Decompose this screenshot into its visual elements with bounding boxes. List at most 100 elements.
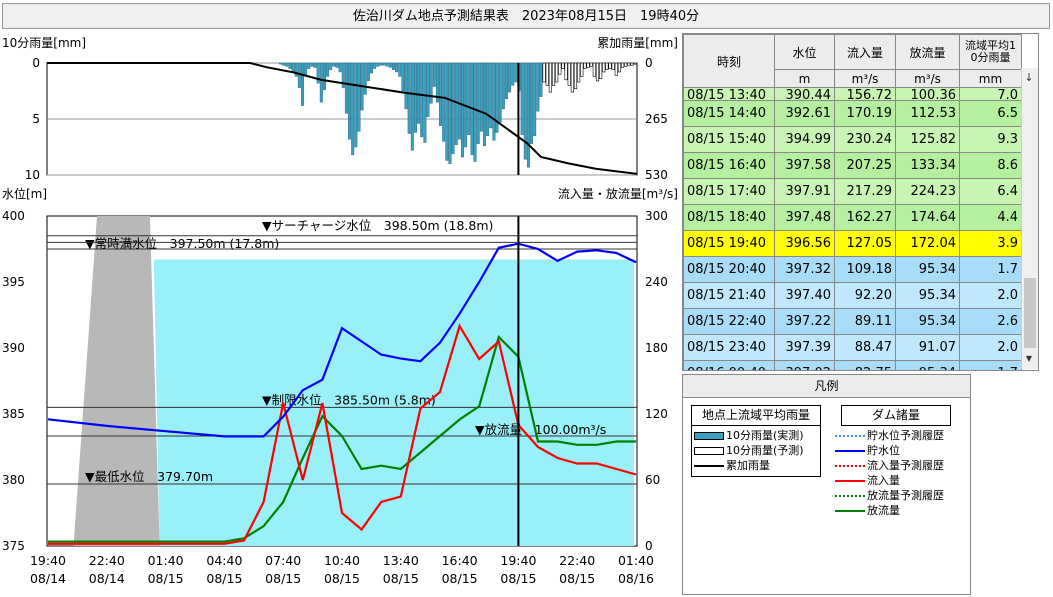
rain-bar-actual: [301, 62, 304, 106]
cumulative-rain-line: [47, 62, 638, 175]
cell-time: 08/15 22:40: [683, 308, 775, 335]
legend-inflow-history-label: 流入量予測履歴: [867, 459, 944, 472]
rain-bar-forecast: [570, 62, 574, 93]
legend-outflow: 放流量: [835, 503, 955, 518]
unit-level: m: [774, 69, 835, 88]
legend-outflow-label: 放流量: [867, 504, 900, 517]
table-row[interactable]: 08/15 19:40 396.56 127.05 172.04 3.9: [683, 230, 1022, 257]
cell-time: 08/15 17:40: [683, 178, 775, 205]
page-title: 佐治川ダム地点予測結果表 2023年08月15日 19時40分: [2, 3, 1050, 29]
rain-bar-actual: [461, 62, 464, 158]
legend-swatch-outflow: [835, 509, 865, 512]
x-tick-date-label: 08/15: [206, 571, 242, 586]
cell-inflow: 109.18: [834, 256, 896, 283]
scroll-down-arrow-icon[interactable]: ↓: [1024, 71, 1034, 84]
unit-outflow: m³/s: [895, 69, 960, 88]
x-tick-date-label: 08/15: [442, 571, 478, 586]
rain-bar-actual: [445, 62, 449, 161]
table-row[interactable]: 08/15 20:40 397.32 109.18 95.34 1.7: [683, 256, 1022, 283]
rain-bar-actual: [413, 62, 417, 133]
rain-bar-actual: [489, 62, 493, 129]
rain-bar-forecast: [558, 62, 562, 75]
table-row[interactable]: 08/15 23:40 397.39 88.47 91.07 2.0: [683, 334, 1022, 361]
cell-time: 08/15 15:40: [683, 126, 775, 153]
reference-line-label: ▼最低水位 379.70m: [85, 469, 213, 484]
rain-bar-actual: [351, 62, 355, 156]
cell-outflow: 95.34: [895, 360, 960, 370]
rain-bar-forecast: [605, 62, 609, 71]
x-tick-date-label: 08/16: [618, 571, 654, 586]
table-row[interactable]: 08/15 14:40 392.61 170.19 112.53 6.5: [683, 100, 1022, 127]
cell-level: 392.61: [774, 100, 835, 127]
rain-bar-actual: [432, 62, 436, 87]
scroll-bottom-arrow-icon[interactable]: ▼: [1025, 354, 1033, 363]
table-row[interactable]: 08/15 17:40 397.91 217.29 224.23 6.4: [683, 178, 1022, 205]
legend-dam-group: ダム諸量 貯水位予測履歴 貯水位 流入量予測履歴 流入量 放流量予測履歴 放流量: [835, 405, 955, 525]
rain-bar-actual: [310, 62, 314, 67]
rain-bar-actual: [373, 62, 377, 69]
header-rain: 流域平均10分雨量: [959, 34, 1022, 70]
cell-inflow: 217.29: [834, 178, 896, 205]
cell-time: 08/15 13:40: [683, 87, 775, 102]
rain-bar-actual: [279, 62, 282, 65]
table-scrollbar[interactable]: [1021, 68, 1038, 369]
legend-inflow-history: 流入量予測履歴: [835, 458, 955, 473]
table-row[interactable]: 08/15 21:40 397.40 92.20 95.34 2.0: [683, 282, 1022, 309]
cell-inflow: 170.19: [834, 100, 896, 127]
legend-cumulative: 累加雨量: [694, 458, 820, 473]
rain-bar-forecast: [617, 62, 622, 73]
rain-right-tick-label: 530: [645, 168, 668, 182]
rain-bar-forecast: [608, 62, 612, 69]
rain-bar-actual: [304, 62, 308, 76]
table-row[interactable]: 08/15 18:40 397.48 162.27 174.64 4.4: [683, 204, 1022, 231]
legend-inflow-label: 流入量: [867, 474, 900, 487]
x-tick-date-label: 08/15: [148, 571, 184, 586]
cell-outflow: 95.34: [895, 308, 960, 335]
table-row[interactable]: 08/15 15:40 394.99 230.24 125.82 9.3: [683, 126, 1022, 153]
x-tick-time-label: 13:40: [383, 553, 419, 568]
rain-bar-actual: [332, 62, 336, 67]
legend-outflow-history: 放流量予測履歴: [835, 488, 955, 503]
header-inflow: 流入量: [834, 34, 896, 70]
rain-bar-actual: [338, 62, 342, 73]
rain-bar-actual: [435, 62, 439, 103]
rain-left-tick-label: 10: [25, 168, 40, 182]
cell-rain: 2.0: [959, 282, 1022, 309]
x-tick-date-label: 08/15: [559, 571, 595, 586]
legend-panel: 凡例 地点上流域平均雨量 10分雨量(実測) 10分雨量(予測) 累加雨量 ダム…: [682, 374, 971, 595]
rain-bar-actual: [407, 62, 411, 134]
x-tick-time-label: 01:40: [618, 553, 654, 568]
rain-bar-actual: [476, 62, 480, 144]
cell-level: 396.56: [774, 230, 835, 257]
x-tick-date-label: 08/14: [30, 571, 66, 586]
legend-swatch-inflow: [835, 479, 865, 482]
cell-time: 08/15 19:40: [683, 230, 775, 257]
rain-bar-forecast: [611, 62, 615, 71]
rain-bar-actual: [417, 62, 421, 124]
rain-bar-actual: [379, 62, 383, 66]
rain-bar-actual: [467, 62, 471, 135]
forecast-table[interactable]: 時刻 水位 流入量 放流量 流域平均10分雨量 m m³/s m³/s mm 0…: [682, 33, 1039, 371]
rain-bar-actual: [285, 62, 289, 67]
rain-bar-forecast: [551, 62, 556, 86]
scrollbar-thumb[interactable]: [1024, 278, 1036, 348]
legend-rain-forecast-label: 10分雨量(予測): [726, 444, 804, 457]
x-tick-time-label: 19:40: [500, 553, 536, 568]
rain-left-axis-label: 10分雨量[mm]: [2, 36, 86, 50]
rain-bar-actual: [486, 62, 490, 137]
cell-inflow: 207.25: [834, 152, 896, 179]
table-row[interactable]: 08/15 22:40 397.22 89.11 95.34 2.6: [683, 308, 1022, 335]
cell-outflow: 95.34: [895, 256, 960, 283]
rain-bar-actual: [523, 62, 527, 160]
legend-swatch-level: [835, 449, 865, 452]
legend-swatch-inflow-history: [835, 464, 865, 467]
cell-level: 397.02: [774, 360, 835, 370]
x-tick-time-label: 22:40: [89, 553, 125, 568]
table-row[interactable]: 08/15 13:40 390.44 156.72 100.36 7.0: [683, 87, 1022, 102]
cell-inflow: 127.05: [834, 230, 896, 257]
rain-bar-forecast: [542, 62, 546, 83]
x-tick-time-label: 07:40: [265, 553, 301, 568]
table-row[interactable]: 08/15 16:40 397.58 207.25 133.34 8.6: [683, 152, 1022, 179]
legend-rain-actual: 10分雨量(実測): [694, 428, 820, 443]
